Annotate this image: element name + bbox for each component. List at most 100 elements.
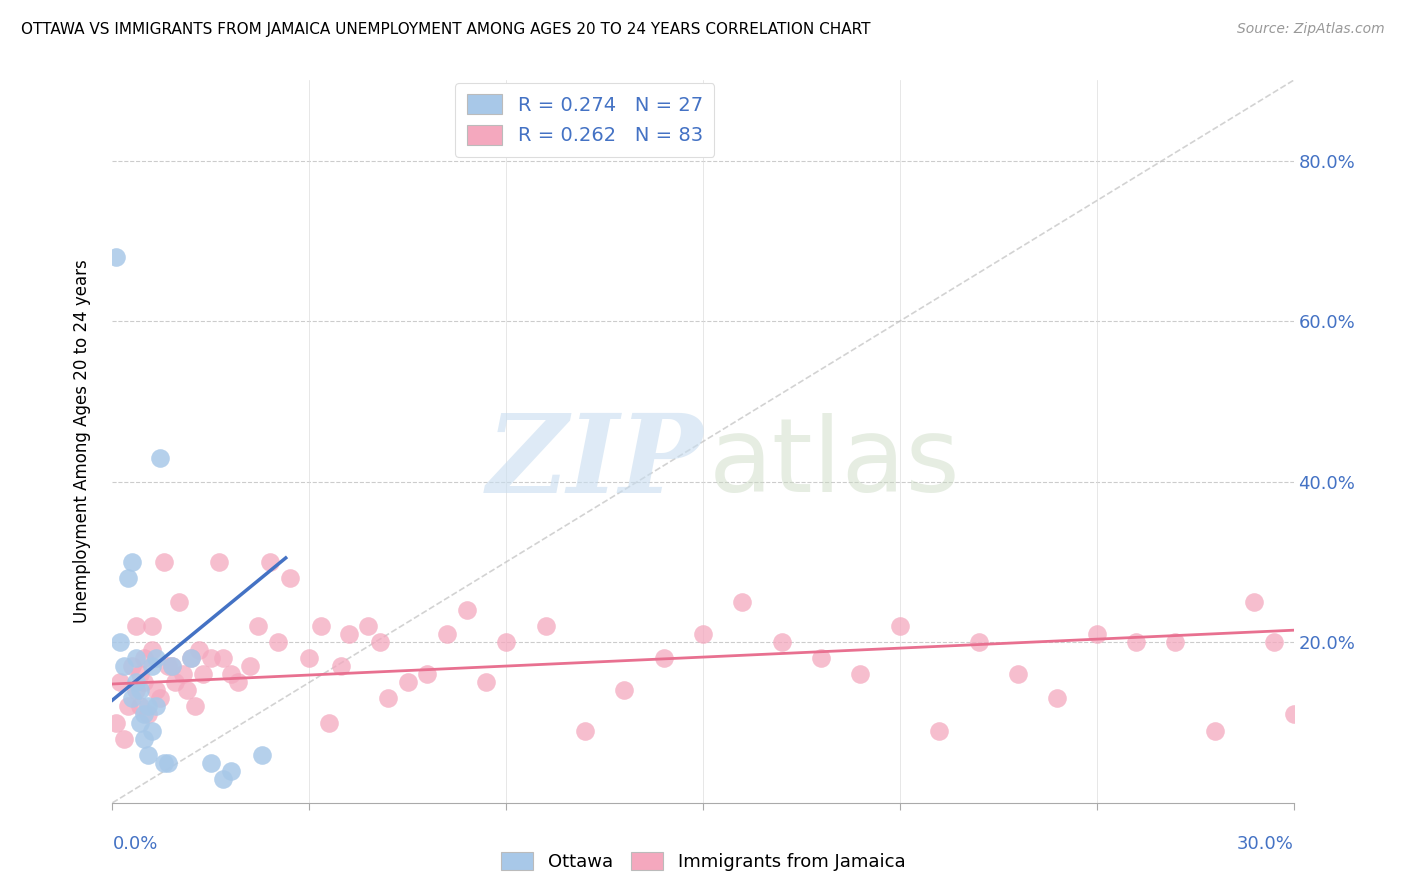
Point bbox=[141, 723, 163, 738]
Point bbox=[211, 772, 233, 786]
Point bbox=[889, 619, 911, 633]
Point bbox=[200, 756, 222, 770]
Point bbox=[849, 667, 872, 681]
Point bbox=[129, 715, 152, 730]
Text: Source: ZipAtlas.com: Source: ZipAtlas.com bbox=[1237, 22, 1385, 37]
Point bbox=[129, 667, 152, 681]
Point bbox=[132, 651, 155, 665]
Point bbox=[208, 555, 231, 569]
Point bbox=[165, 675, 187, 690]
Point bbox=[219, 764, 242, 778]
Point bbox=[318, 715, 340, 730]
Point bbox=[298, 651, 321, 665]
Point bbox=[692, 627, 714, 641]
Point bbox=[770, 635, 793, 649]
Point bbox=[117, 699, 139, 714]
Point bbox=[145, 651, 167, 665]
Point bbox=[1263, 635, 1285, 649]
Point bbox=[132, 731, 155, 746]
Text: atlas: atlas bbox=[709, 413, 960, 514]
Point bbox=[613, 683, 636, 698]
Point bbox=[416, 667, 439, 681]
Legend: Ottawa, Immigrants from Jamaica: Ottawa, Immigrants from Jamaica bbox=[494, 845, 912, 879]
Point bbox=[211, 651, 233, 665]
Point bbox=[176, 683, 198, 698]
Point bbox=[112, 659, 135, 673]
Point bbox=[377, 691, 399, 706]
Point bbox=[1007, 667, 1029, 681]
Point bbox=[121, 555, 143, 569]
Point bbox=[191, 667, 214, 681]
Point bbox=[125, 619, 148, 633]
Point bbox=[1125, 635, 1147, 649]
Point bbox=[967, 635, 990, 649]
Point bbox=[396, 675, 419, 690]
Point bbox=[329, 659, 352, 673]
Point bbox=[731, 595, 754, 609]
Text: ZIP: ZIP bbox=[486, 409, 703, 517]
Text: 0.0%: 0.0% bbox=[112, 835, 157, 854]
Point bbox=[132, 707, 155, 722]
Point bbox=[125, 651, 148, 665]
Point bbox=[149, 450, 172, 465]
Point bbox=[228, 675, 250, 690]
Point bbox=[1046, 691, 1069, 706]
Point bbox=[110, 635, 132, 649]
Point bbox=[456, 603, 478, 617]
Point bbox=[180, 651, 202, 665]
Point bbox=[169, 595, 191, 609]
Point bbox=[136, 707, 159, 722]
Point bbox=[309, 619, 332, 633]
Point bbox=[152, 555, 174, 569]
Point bbox=[200, 651, 222, 665]
Point bbox=[145, 699, 167, 714]
Point bbox=[105, 715, 128, 730]
Point bbox=[121, 659, 143, 673]
Point bbox=[239, 659, 262, 673]
Point bbox=[368, 635, 391, 649]
Point bbox=[1204, 723, 1226, 738]
Point bbox=[534, 619, 557, 633]
Point bbox=[141, 619, 163, 633]
Point bbox=[1302, 635, 1324, 649]
Point bbox=[105, 250, 128, 264]
Text: 30.0%: 30.0% bbox=[1237, 835, 1294, 854]
Point bbox=[160, 659, 183, 673]
Point bbox=[156, 659, 179, 673]
Point bbox=[475, 675, 498, 690]
Point bbox=[436, 627, 458, 641]
Point bbox=[141, 643, 163, 657]
Point bbox=[337, 627, 360, 641]
Point bbox=[928, 723, 950, 738]
Point bbox=[652, 651, 675, 665]
Point bbox=[259, 555, 281, 569]
Point bbox=[141, 659, 163, 673]
Point bbox=[1361, 643, 1384, 657]
Point bbox=[110, 675, 132, 690]
Point bbox=[250, 747, 273, 762]
Point bbox=[121, 691, 143, 706]
Point bbox=[495, 635, 517, 649]
Point bbox=[132, 675, 155, 690]
Point bbox=[1243, 595, 1265, 609]
Point bbox=[574, 723, 596, 738]
Point bbox=[136, 699, 159, 714]
Point bbox=[125, 675, 148, 690]
Point bbox=[149, 691, 172, 706]
Text: OTTAWA VS IMMIGRANTS FROM JAMAICA UNEMPLOYMENT AMONG AGES 20 TO 24 YEARS CORRELA: OTTAWA VS IMMIGRANTS FROM JAMAICA UNEMPL… bbox=[21, 22, 870, 37]
Point bbox=[152, 756, 174, 770]
Point bbox=[357, 619, 380, 633]
Point bbox=[1341, 643, 1364, 657]
Point bbox=[156, 756, 179, 770]
Point bbox=[129, 699, 152, 714]
Point bbox=[810, 651, 832, 665]
Point bbox=[129, 683, 152, 698]
Point bbox=[1164, 635, 1187, 649]
Point bbox=[180, 651, 202, 665]
Point bbox=[160, 659, 183, 673]
Point bbox=[136, 747, 159, 762]
Y-axis label: Unemployment Among Ages 20 to 24 years: Unemployment Among Ages 20 to 24 years bbox=[73, 260, 91, 624]
Point bbox=[278, 571, 301, 585]
Point bbox=[188, 643, 211, 657]
Point bbox=[145, 683, 167, 698]
